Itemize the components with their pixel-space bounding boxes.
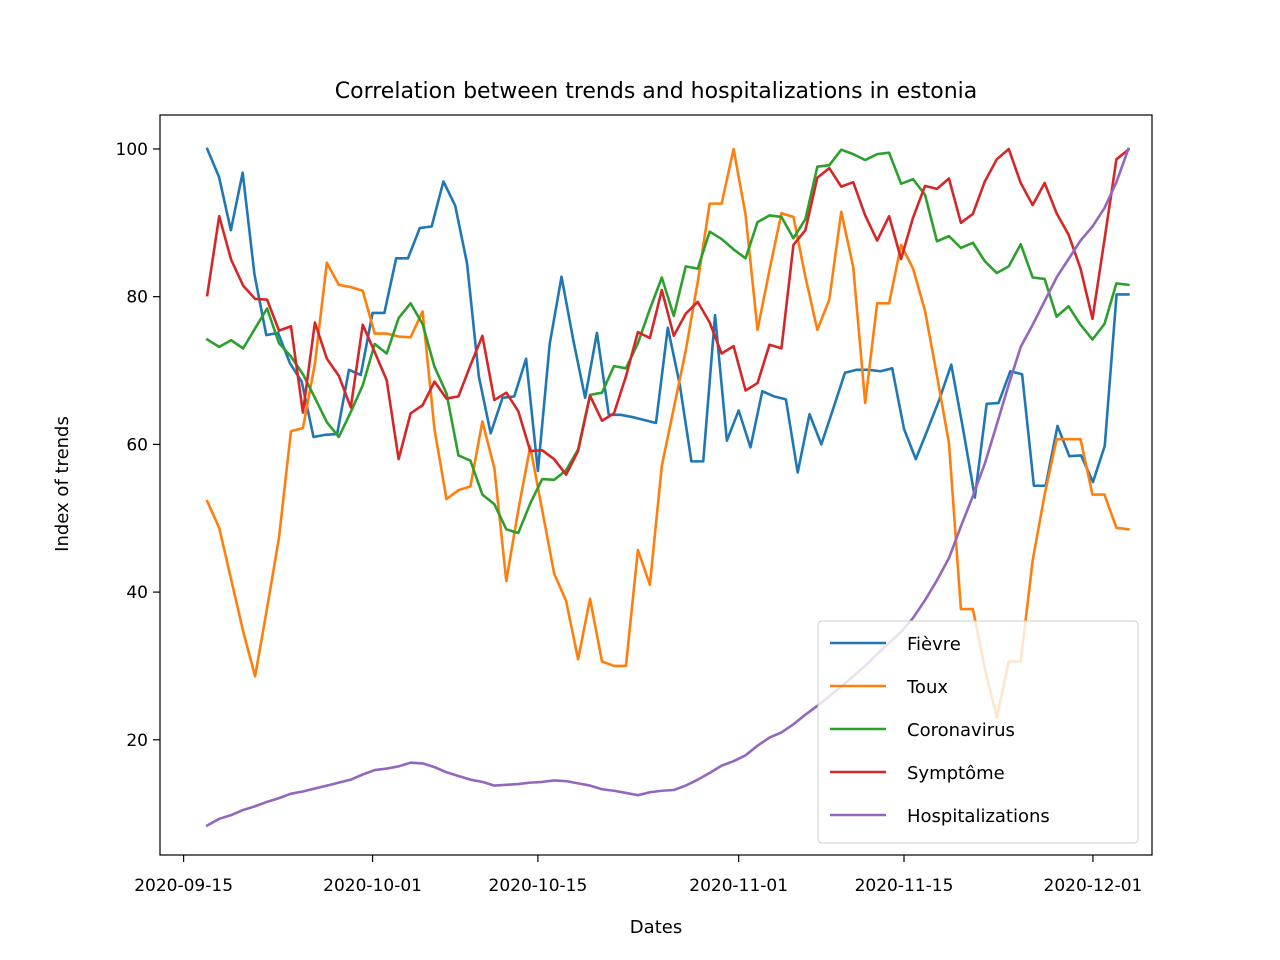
series-line-3: [205, 147, 1131, 476]
x-axis-label: Dates: [630, 917, 682, 938]
x-tick-label: 2020-11-15: [855, 876, 954, 896]
x-tick-label: 2020-10-01: [323, 876, 422, 896]
y-tick-label: 20: [126, 731, 148, 751]
legend-box: [817, 620, 1139, 844]
x-tick-label: 2020-09-15: [134, 876, 233, 896]
x-tick-label: 2020-10-15: [489, 876, 588, 896]
legend: Fièvre Toux Coronavirus Symptôme Hospitaliza…: [817, 620, 1139, 844]
plot-frame: [159, 114, 1153, 856]
legend-label: Fièvre: [907, 634, 961, 655]
x-axis-ticks: 2020-09-15 2020-10-01 2020-10-15 2020-11-01…: [134, 855, 1142, 896]
series-line-4: [205, 147, 1131, 828]
chart-title: Correlation between trends and hospitali…: [335, 79, 977, 104]
y-tick-label: 80: [126, 288, 148, 308]
legend-label: Coronavirus: [907, 720, 1015, 741]
y-axis-label: Index of trends: [52, 416, 73, 552]
x-tick-label: 2020-12-01: [1044, 876, 1143, 896]
series-line-2: [205, 148, 1130, 535]
y-axis-ticks: 20 40 60 80 100: [116, 140, 160, 751]
legend-label: Symptôme: [907, 763, 1005, 784]
legend-label: Hospitalizations: [907, 806, 1050, 827]
series-lines: [205, 147, 1131, 828]
y-tick-label: 100: [116, 140, 148, 160]
y-tick-label: 40: [126, 583, 148, 603]
y-tick-label: 60: [126, 435, 148, 455]
x-tick-label: 2020-11-01: [689, 876, 788, 896]
series-line-1: [205, 147, 1130, 719]
legend-label: Toux: [906, 677, 948, 698]
series-line-0: [205, 147, 1130, 499]
